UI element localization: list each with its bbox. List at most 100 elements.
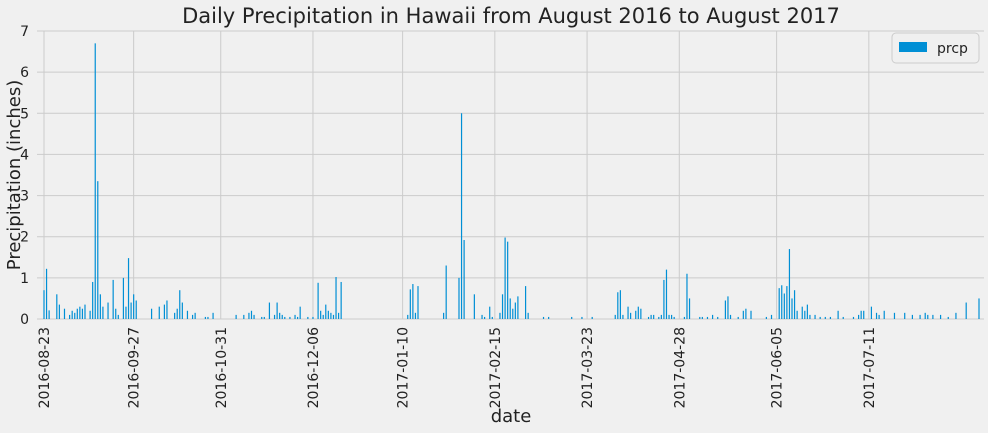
bar	[814, 314, 816, 319]
bar	[640, 308, 642, 319]
bar	[158, 306, 160, 319]
bar	[191, 314, 194, 319]
bar	[904, 312, 906, 319]
bar	[686, 273, 688, 319]
bar	[340, 281, 342, 319]
bar	[875, 312, 878, 319]
bar	[660, 314, 662, 319]
legend-box	[891, 32, 980, 64]
bar	[806, 304, 808, 319]
bar	[783, 293, 785, 319]
bar	[69, 314, 71, 319]
x-tick-label: 2016-08-23	[37, 327, 53, 408]
x-axis-label: date	[491, 406, 532, 427]
bar	[97, 181, 99, 319]
x-tick-label: 2017-07-11	[862, 327, 878, 408]
bar	[273, 314, 276, 319]
bar	[824, 316, 826, 319]
y-tick-label: 7	[20, 24, 29, 40]
bar	[176, 308, 178, 319]
y-axis-label: Precipitation (inches)	[4, 80, 25, 270]
bar	[58, 304, 60, 319]
bar	[837, 310, 839, 319]
bar	[965, 302, 967, 319]
bars	[43, 43, 980, 320]
bar	[133, 294, 135, 319]
bar	[94, 43, 96, 320]
y-axis-ticks: 0 1 2 3 4 5 6 7	[20, 24, 29, 328]
bar	[491, 316, 493, 319]
y-tick-label: 3	[20, 189, 29, 205]
bar	[204, 316, 206, 319]
bar	[407, 314, 409, 319]
bar	[179, 290, 181, 319]
bar	[248, 312, 250, 319]
bar	[809, 314, 811, 319]
grid	[37, 30, 984, 320]
bar	[99, 294, 101, 319]
bar	[501, 294, 504, 319]
bar	[312, 316, 314, 319]
bar	[878, 314, 880, 319]
bar	[130, 302, 132, 319]
bar	[801, 306, 803, 319]
bar	[819, 316, 821, 319]
x-tick-label: 2017-01-10	[396, 327, 412, 408]
bar	[194, 312, 196, 319]
x-tick-label: 2017-02-15	[488, 327, 504, 408]
bar	[335, 277, 337, 319]
bar	[117, 314, 119, 319]
bar	[409, 289, 411, 319]
bar	[294, 314, 296, 319]
bar	[711, 314, 714, 319]
bar	[778, 288, 780, 319]
bar	[289, 316, 291, 319]
bar	[71, 310, 73, 319]
bar	[911, 314, 913, 319]
bar	[796, 310, 798, 319]
bar	[125, 306, 127, 319]
bar	[630, 312, 632, 319]
bar	[481, 314, 483, 319]
legend-swatch	[899, 42, 927, 52]
bar	[706, 316, 709, 319]
x-tick-label: 2016-09-27	[127, 327, 143, 408]
bar	[460, 113, 463, 319]
bar	[207, 316, 209, 319]
bar	[412, 284, 414, 319]
bar	[115, 308, 117, 319]
bar	[284, 316, 286, 319]
bar	[870, 306, 873, 319]
bar	[770, 314, 773, 319]
bar	[781, 285, 783, 319]
bar	[671, 314, 673, 319]
bar	[337, 312, 340, 319]
bar	[268, 302, 271, 319]
bar	[829, 316, 832, 319]
bar	[174, 312, 176, 319]
bar	[947, 316, 949, 319]
bar	[127, 258, 130, 319]
bar	[860, 310, 862, 319]
bar	[924, 312, 926, 319]
bar	[978, 298, 980, 319]
bar	[445, 265, 447, 319]
bar	[688, 298, 691, 319]
bar	[858, 314, 860, 319]
bar	[463, 240, 465, 319]
bar	[235, 314, 237, 319]
bar	[330, 312, 332, 319]
bar	[717, 316, 719, 319]
bar	[112, 279, 114, 319]
bar	[637, 306, 639, 319]
bar	[919, 314, 921, 319]
bar	[524, 286, 527, 319]
y-tick-label: 4	[20, 147, 29, 163]
y-tick-label: 5	[20, 106, 29, 122]
bar	[150, 308, 153, 319]
bar	[327, 310, 329, 319]
bar	[527, 312, 529, 319]
bar	[261, 316, 263, 319]
bar	[181, 302, 183, 319]
